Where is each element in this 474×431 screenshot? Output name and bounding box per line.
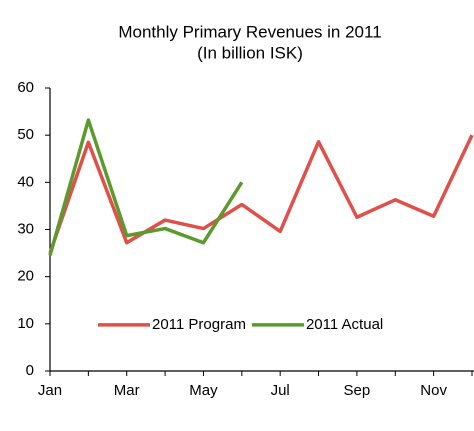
chart-subtitle: (In billion ISK) xyxy=(197,43,303,62)
x-tick-label: Sep xyxy=(344,382,371,399)
y-tick-label: 10 xyxy=(17,315,34,332)
x-tick-label: Jan xyxy=(38,382,62,399)
chart-title: Monthly Primary Revenues in 2011 xyxy=(118,22,381,41)
y-tick-label: 60 xyxy=(17,79,34,96)
legend-label: 2011 Actual xyxy=(306,316,383,333)
x-tick-label: Nov xyxy=(420,382,447,399)
y-tick-label: 40 xyxy=(17,173,34,190)
y-tick-label: 50 xyxy=(17,126,34,143)
y-tick-label: 0 xyxy=(26,362,34,379)
y-tick-label: 30 xyxy=(17,220,34,237)
x-tick-label: Jul xyxy=(271,382,290,399)
x-tick-label: Mar xyxy=(114,382,140,399)
series-line xyxy=(48,118,244,256)
legend-label: 2011 Program xyxy=(152,316,246,333)
x-tick-label: May xyxy=(189,382,218,399)
series-line xyxy=(48,134,474,254)
y-tick-label: 20 xyxy=(17,268,34,285)
